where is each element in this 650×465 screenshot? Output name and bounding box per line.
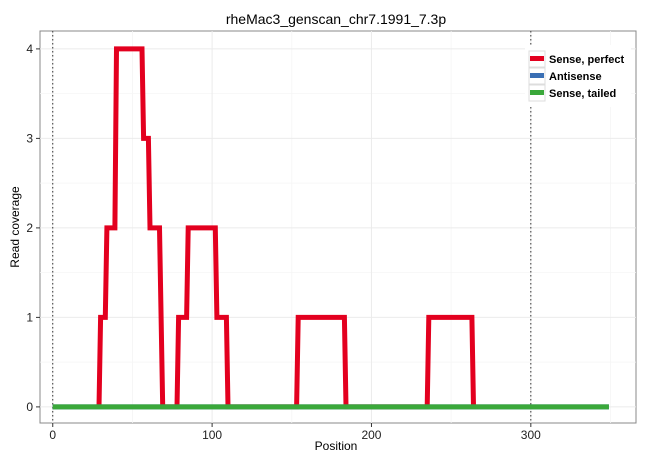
x-tick-label: 200 (361, 428, 381, 442)
y-tick-label: 0 (26, 400, 33, 414)
axis-layer: 0 100 200 300 0 1 2 3 4 (26, 42, 541, 442)
y-tick-label: 3 (26, 131, 33, 145)
legend: Sense, perfect Antisense Sense, tailed (525, 45, 631, 107)
legend-item-antisense: Antisense (528, 67, 602, 85)
y-tick-label: 4 (26, 42, 33, 56)
legend-label-antisense: Antisense (549, 71, 602, 83)
legend-swatch-antisense (530, 73, 544, 78)
y-axis-title: Read coverage (8, 186, 22, 268)
legend-swatch-sense-perfect (530, 56, 544, 61)
y-tick-label: 2 (26, 221, 33, 235)
y-tick-label: 1 (26, 310, 33, 324)
legend-swatch-sense-tailed (530, 90, 544, 95)
series-line-sense-perfect (96, 46, 476, 410)
legend-item-sense-tailed: Sense, tailed (528, 84, 616, 102)
legend-item-sense-perfect: Sense, perfect (528, 50, 625, 68)
x-tick-label: 100 (202, 428, 222, 442)
x-tick-label: 0 (49, 428, 56, 442)
series-layer (52, 46, 609, 410)
chart-title: rheMac3_genscan_chr7.1991_7.3p (226, 11, 446, 27)
legend-label-sense-tailed: Sense, tailed (549, 88, 616, 100)
legend-label-sense-perfect: Sense, perfect (549, 54, 625, 66)
x-axis-title: Position (315, 439, 358, 453)
x-tick-label: 300 (521, 428, 541, 442)
